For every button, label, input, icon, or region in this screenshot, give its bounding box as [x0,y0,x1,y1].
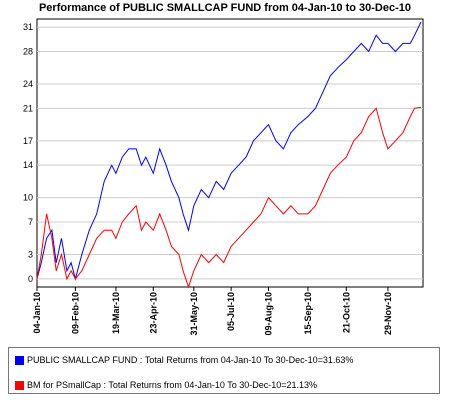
legend-item-benchmark: BM for PSmallCap : Total Returns from 04… [15,380,317,390]
y-tick-label: 0 [28,274,33,284]
series-line-0 [36,21,422,281]
y-tick-label: 3 [28,250,33,260]
legend-label-benchmark: BM for PSmallCap : Total Returns from 04… [27,380,318,390]
y-tick-label: 7 [28,217,33,227]
legend-swatch-fund [15,355,24,365]
y-tick-label: 10 [23,193,33,203]
y-tick-label: 17 [23,136,33,146]
y-tick-label: 21 [23,103,33,113]
x-tick-label: 09-Aug-10 [263,292,273,336]
x-tick-label: 15-Sep-10 [303,292,313,335]
x-tick-label: 04-Jan-10 [32,292,42,334]
chart-legend: PUBLIC SMALLCAP FUND : Total Returns fro… [8,347,440,394]
x-tick-label: 05-Jul-10 [226,292,236,331]
x-tick-label: 21-Oct-10 [341,292,351,333]
legend-item-fund: PUBLIC SMALLCAP FUND : Total Returns fro… [15,355,353,365]
x-tick-label: 19-Mar-10 [111,292,121,334]
y-tick-label: 31 [23,22,33,32]
plot-area [36,18,424,288]
y-tick-label: 14 [23,160,33,170]
chart-title: Performance of PUBLIC SMALLCAP FUND from… [38,2,412,14]
x-tick-label: 09-Feb-10 [70,292,80,334]
legend-swatch-benchmark [15,380,24,390]
y-tick-label: 24 [23,79,33,89]
x-tick-label: 23-Apr-10 [148,292,158,334]
series-line-1 [36,106,422,289]
x-tick-label: 29-Nov-10 [383,292,393,335]
y-tick-label: 28 [23,46,33,56]
x-tick-label: 31-May-10 [189,292,199,336]
legend-label-fund: PUBLIC SMALLCAP FUND : Total Returns fro… [27,355,354,365]
chart-plot: 0 3 7 10 14 17 21 24 28 31 04-Jan-10 09-Feb-10 19-Ma… [23,18,424,336]
